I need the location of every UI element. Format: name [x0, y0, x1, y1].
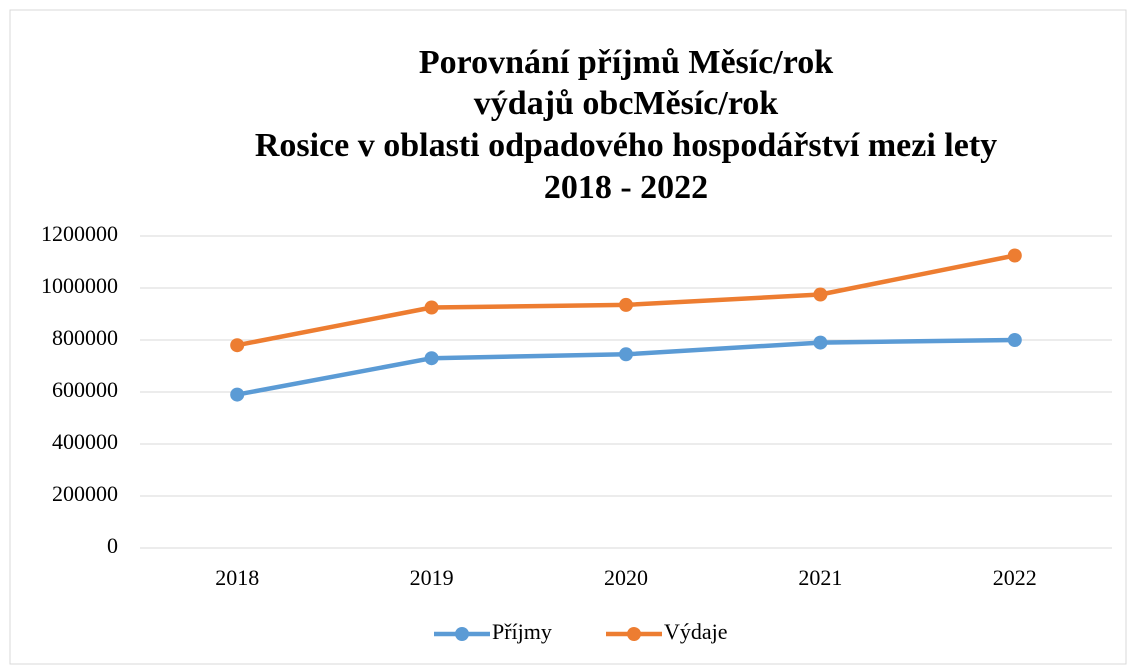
legend-marker	[455, 627, 469, 641]
chart-border	[9, 9, 1127, 665]
y-tick-label: 0	[107, 533, 118, 558]
data-point	[619, 297, 633, 312]
data-point	[230, 387, 245, 402]
x-tick-label: 2020	[604, 565, 648, 590]
y-tick-label: 200000	[52, 481, 118, 506]
chart-title: výdajů obcMěsíc/rok	[474, 85, 779, 122]
data-point	[619, 347, 633, 362]
y-tick-label: 800000	[52, 325, 118, 350]
y-tick-label: 1000000	[41, 273, 118, 298]
chart-title: Rosice v oblasti odpadového hospodářství…	[255, 127, 997, 164]
y-tick-label: 400000	[52, 429, 118, 454]
x-tick-label: 2019	[410, 565, 454, 590]
data-point	[424, 300, 439, 315]
x-tick-label: 2018	[215, 565, 259, 590]
x-tick-label: 2022	[993, 565, 1037, 590]
legend-label: Příjmy	[492, 619, 552, 644]
chart-title: 2018 - 2022	[544, 169, 708, 206]
x-tick-label: 2021	[798, 565, 842, 590]
data-point	[813, 287, 828, 302]
y-tick-label: 600000	[52, 377, 118, 402]
legend-label: Výdaje	[664, 619, 728, 644]
legend-marker	[627, 627, 641, 641]
data-point	[813, 335, 828, 350]
y-tick-label: 1200000	[41, 221, 118, 246]
data-point	[1007, 248, 1022, 263]
data-point	[424, 351, 439, 366]
chart-title: Porovnání příjmů Měsíc/rok	[419, 44, 833, 81]
data-point	[1007, 333, 1022, 347]
data-point	[230, 338, 245, 353]
